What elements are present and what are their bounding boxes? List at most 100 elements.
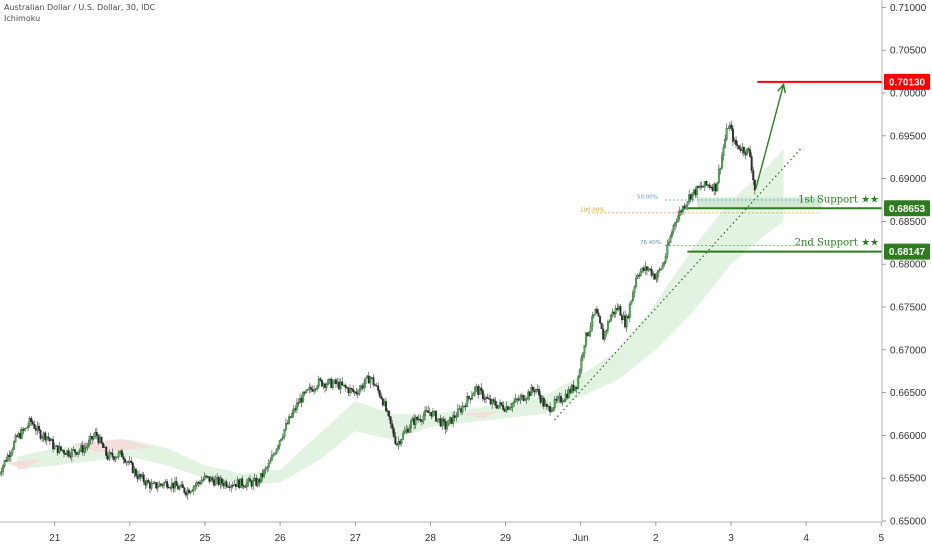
candle-body <box>299 397 301 404</box>
x-tick-label: 25 <box>199 533 211 544</box>
projection-arrow <box>755 84 785 190</box>
candle-body <box>200 480 203 485</box>
candle-body <box>199 482 201 485</box>
candle-body <box>689 194 692 200</box>
candle-body <box>539 395 542 403</box>
candle-body <box>664 256 667 263</box>
candle-body <box>150 483 153 489</box>
candle-body <box>703 181 706 187</box>
candle-body <box>100 436 103 444</box>
candle-body <box>536 389 539 391</box>
candle-body <box>183 487 186 493</box>
candle-body <box>733 139 736 142</box>
candle-body <box>130 460 133 463</box>
candle-body <box>297 402 300 404</box>
candle-body <box>274 453 276 455</box>
candle-body <box>528 391 531 396</box>
candle-body <box>470 395 473 400</box>
candle-body <box>411 418 414 422</box>
candle-body <box>267 463 270 468</box>
candle-body <box>284 423 287 430</box>
candle-body <box>124 459 126 463</box>
candle-body <box>213 480 215 486</box>
candle-body <box>416 416 419 420</box>
candle-body <box>360 385 362 390</box>
candle-body <box>70 449 73 458</box>
candle-body <box>680 210 683 213</box>
x-tick-label: 22 <box>124 533 136 544</box>
candle-body <box>153 482 156 484</box>
x-tick-label: 3 <box>728 533 734 544</box>
candle-body <box>116 456 119 458</box>
candle-body <box>477 386 480 395</box>
candle-body <box>746 148 748 155</box>
candle-body <box>508 407 511 410</box>
candle-body <box>481 390 484 399</box>
candle-body <box>436 418 439 422</box>
candle-body <box>189 491 192 494</box>
candle-body <box>349 388 351 394</box>
candle-body <box>677 215 680 222</box>
x-tick-label: 21 <box>49 533 61 544</box>
candle-body <box>658 269 661 271</box>
candle-body <box>600 322 603 330</box>
candle-body <box>577 376 580 389</box>
candle-body <box>217 477 220 485</box>
candle-body <box>444 421 447 430</box>
candle-body <box>50 439 53 442</box>
candle-body <box>325 384 328 388</box>
candle-body <box>66 450 69 455</box>
candle-body <box>739 148 742 151</box>
candle-body <box>208 476 211 482</box>
candle-body <box>394 436 397 444</box>
candle-body <box>514 398 517 402</box>
candle-body <box>653 273 656 280</box>
candle-body <box>452 415 455 424</box>
candle-body <box>361 385 364 389</box>
candle-body <box>386 410 389 412</box>
candle-body <box>119 450 122 453</box>
candle-body <box>413 418 416 425</box>
candle-body <box>141 474 144 478</box>
candle-body <box>142 474 145 483</box>
candle-body <box>316 386 319 390</box>
candle-body <box>128 460 131 463</box>
candle-body <box>524 399 527 401</box>
candle-body <box>667 242 670 245</box>
candle-body <box>480 387 483 391</box>
candle-body <box>505 406 508 412</box>
candle-body <box>531 387 534 391</box>
candle-body <box>603 331 606 340</box>
candle-body <box>556 397 559 401</box>
candle-body <box>510 407 512 409</box>
candle-body <box>533 390 536 393</box>
candle-body <box>674 222 677 226</box>
candle-body <box>661 265 664 270</box>
candle-body <box>230 485 233 488</box>
candle-body <box>111 452 114 457</box>
candle-body <box>249 478 251 482</box>
candle-body <box>120 450 123 458</box>
candle-body <box>722 147 725 156</box>
candle-body <box>706 184 709 186</box>
candle-body <box>275 448 278 454</box>
candle-body <box>369 377 372 384</box>
candle-body <box>23 428 26 431</box>
candle-body <box>463 405 466 407</box>
candle-body <box>81 445 84 453</box>
candle-body <box>619 306 622 316</box>
candle-body <box>467 396 470 399</box>
candle-body <box>522 395 525 401</box>
x-tick-label: Jun <box>573 533 589 544</box>
candle-body <box>688 194 691 202</box>
candle-body <box>164 481 167 483</box>
fib-level-label: 100.00% <box>580 207 604 213</box>
candle-body <box>45 436 48 441</box>
candle-body <box>442 418 445 422</box>
candle-body <box>222 483 225 486</box>
candle-body <box>78 450 81 453</box>
candle-body <box>256 479 259 486</box>
candle-body <box>566 393 569 399</box>
